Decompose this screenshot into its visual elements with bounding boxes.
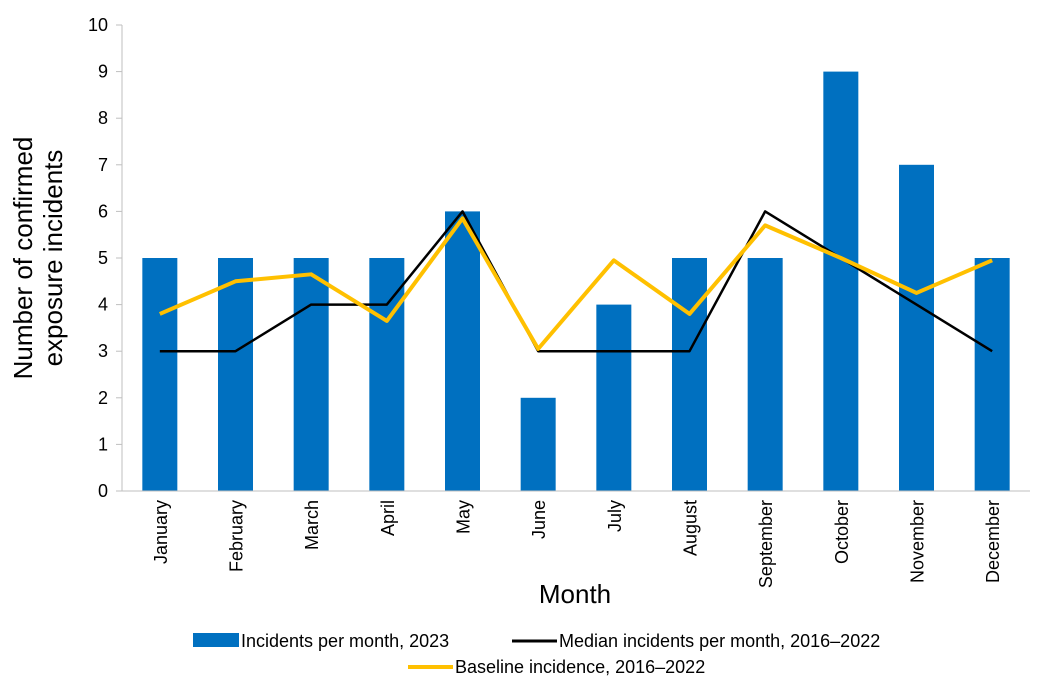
y-tick-label: 3 (98, 341, 108, 361)
x-tick-label: October (832, 500, 852, 564)
bar-august (672, 258, 707, 491)
x-tick-label: December (983, 500, 1003, 583)
x-tick-label: June (529, 500, 549, 539)
plot-area: 0 1 2 3 4 5 6 7 8 9 10 January February March April May… (88, 15, 1030, 588)
legend: Incidents per month, 2023 Median inciden… (193, 631, 880, 677)
x-tick-label: March (302, 500, 322, 550)
baseline-line (159, 216, 993, 351)
legend-label-bars: Incidents per month, 2023 (241, 631, 449, 651)
y-tick-label: 1 (98, 434, 108, 454)
bar-february (218, 258, 253, 491)
x-tick-label: July (605, 500, 625, 532)
x-tick-label: January (151, 500, 171, 564)
bar-october (823, 71, 859, 491)
y-tick-label: 10 (88, 15, 108, 35)
bar-june (520, 397, 556, 491)
x-tick-label: August (681, 500, 701, 556)
bar-july (596, 304, 632, 491)
x-tick-label: November (908, 500, 928, 583)
bar-november (899, 164, 934, 492)
y-tick-label: 0 (98, 481, 108, 501)
legend-label-baseline: Baseline incidence, 2016–2022 (455, 657, 705, 677)
y-tick-label: 8 (98, 108, 108, 128)
bar-march (293, 258, 329, 491)
x-tick-label: February (227, 500, 247, 572)
x-axis-title: Month (539, 579, 611, 609)
bar-january (142, 258, 178, 491)
x-tick-label: September (756, 500, 776, 588)
y-axis-title-line-2: exposure incidents (38, 150, 68, 367)
y-tick-label: 6 (98, 201, 108, 221)
bar-december (974, 258, 1010, 491)
x-tick-label: April (378, 500, 398, 536)
y-tick-label: 7 (98, 155, 108, 175)
y-tick-label: 5 (98, 248, 108, 268)
legend-item-baseline: Baseline incidence, 2016–2022 (408, 657, 705, 677)
y-tick-label: 2 (98, 388, 108, 408)
median-line (159, 210, 993, 353)
legend-item-median: Median incidents per month, 2016–2022 (512, 631, 880, 651)
bar-may (445, 211, 480, 491)
x-tick-label: May (454, 500, 474, 534)
y-axis-title: Number of confirmed exposure incidents (8, 137, 68, 380)
legend-label-median: Median incidents per month, 2016–2022 (559, 631, 880, 651)
y-tick-label: 9 (98, 62, 108, 82)
legend-item-bars: Incidents per month, 2023 (193, 631, 449, 651)
bar-september (747, 258, 783, 491)
bar-april (369, 258, 405, 491)
y-tick-label: 4 (98, 295, 108, 315)
y-axis-title-line-1: Number of confirmed (8, 137, 38, 380)
legend-swatch-bars (193, 633, 239, 647)
